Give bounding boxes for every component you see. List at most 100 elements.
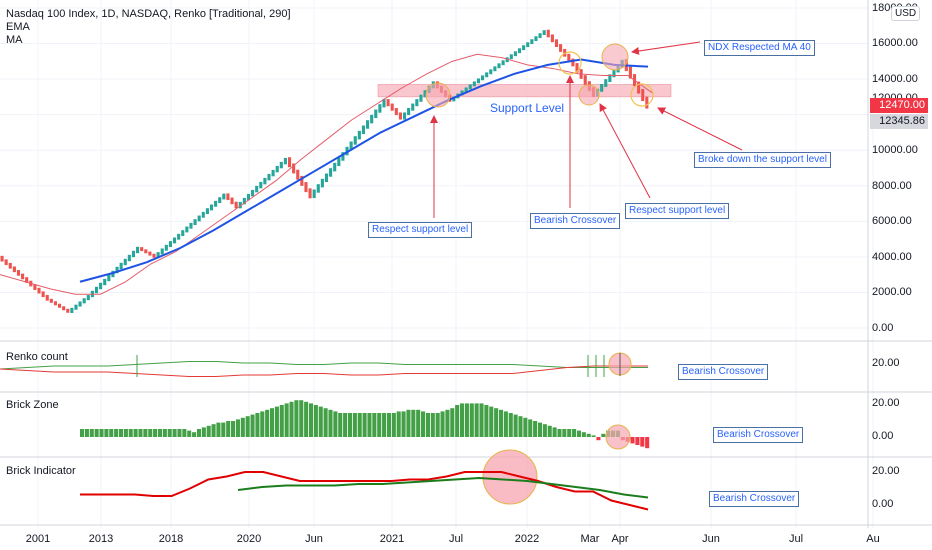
renko-up-brick — [415, 99, 419, 107]
current-price-tag: 12470.00 — [870, 98, 928, 113]
renko-down-brick — [144, 249, 148, 254]
note-renko-count-crossover: Bearish Crossover — [678, 364, 769, 380]
price-label: 10000.00 — [872, 144, 918, 156]
renko-down-brick — [0, 255, 4, 262]
renko-up-brick — [472, 81, 476, 87]
brick-zone-bar-up — [274, 406, 279, 437]
pane-title-brick-zone: Brick Zone — [6, 399, 59, 411]
brick-zone-bar-up — [172, 429, 177, 437]
note-respect-support-1: Respect support level — [368, 222, 473, 238]
ma-legend: MA — [6, 34, 23, 46]
time-label: 2018 — [158, 533, 184, 545]
renko-up-brick — [476, 78, 481, 84]
renko-up-brick — [218, 197, 222, 204]
renko-up-brick — [197, 215, 201, 222]
brick-zone-bar-down — [640, 437, 645, 447]
renko-up-brick — [604, 79, 608, 87]
renko-up-brick — [608, 74, 612, 83]
time-label: Jun — [305, 533, 323, 545]
pane-title-brick-indicator: Brick Indicator — [6, 465, 76, 477]
brick-zone-bar-up — [206, 425, 211, 437]
time-label: Au — [866, 533, 880, 545]
renko-up-brick — [201, 211, 205, 218]
renko-down-brick — [394, 108, 398, 116]
renko-up-brick — [349, 141, 353, 151]
brick-indicator-green-line — [237, 476, 649, 499]
brick-zone-bar-up — [84, 429, 89, 437]
renko-down-brick — [583, 75, 587, 85]
brick-zone-bar-up — [104, 429, 109, 437]
renko-up-brick — [267, 173, 271, 181]
brick-zone-bar-up — [450, 408, 455, 437]
renko-down-brick — [645, 96, 649, 109]
renko-up-brick — [423, 90, 427, 98]
note-respect-support-2: Respect support level — [625, 203, 730, 219]
renko-up-brick — [209, 204, 214, 211]
brick-zone-bar-up — [333, 411, 338, 437]
brick-zone-bar-up — [435, 413, 440, 437]
brick-zone-bar-up — [357, 413, 362, 437]
time-label: 2020 — [236, 533, 262, 545]
renko-up-brick — [341, 152, 345, 161]
brick-zone-bar-up — [231, 421, 236, 437]
brick-zone-bar-up — [411, 409, 416, 437]
brick-zone-bar-up — [455, 405, 460, 437]
grid — [0, 0, 932, 528]
renko-down-brick — [21, 273, 25, 280]
brick-zone-bar-up — [489, 406, 494, 437]
brick-zone-bar-up — [201, 427, 206, 437]
renko-down-brick — [62, 306, 66, 311]
chart-title: Nasdaq 100 Index, 1D, NASDAQ, Renko [Tra… — [6, 8, 291, 20]
highlight-circle — [558, 51, 582, 75]
renko-down-brick — [292, 163, 296, 174]
renko-down-brick — [49, 298, 53, 303]
brick-zone-bar-up — [372, 413, 377, 437]
brick-zone-bar-up — [89, 429, 94, 437]
brick-zone-bar-up — [240, 417, 245, 437]
brick-zone-bar-up — [382, 413, 387, 437]
secondary-price-tag: 12345.86 — [870, 114, 928, 129]
renko-down-brick — [230, 197, 234, 205]
brick-zone-bar-up — [464, 403, 469, 437]
renko-down-brick — [140, 247, 144, 252]
currency-badge[interactable]: USD — [891, 6, 921, 21]
renko-up-brick — [78, 301, 82, 307]
brick-zone-bar-up — [318, 406, 323, 437]
renko-count-down-line — [0, 365, 648, 377]
brick-zone-bar-up — [196, 429, 201, 437]
renko-up-brick — [468, 84, 472, 90]
renko-up-brick — [353, 136, 357, 145]
renko-down-brick — [571, 58, 575, 67]
renko-up-brick — [509, 54, 513, 60]
highlight-circle — [482, 449, 538, 505]
brick-zone-bar-up — [518, 416, 523, 437]
time-label: 2001 — [25, 533, 51, 545]
renko-down-brick — [152, 253, 156, 258]
renko-up-brick — [329, 168, 333, 177]
brick-zone-bar-up — [289, 401, 294, 437]
brick-zone-bar-up — [338, 413, 343, 437]
brick-zone-bar-up — [94, 429, 99, 437]
renko-up-brick — [411, 103, 415, 111]
brick-zone-bar-up — [80, 429, 85, 437]
brick-zone-bar-down — [630, 437, 635, 444]
brick-zone-bar-down — [645, 437, 650, 449]
renko-down-brick — [300, 175, 304, 186]
brick-zone-bar-up — [416, 409, 421, 437]
renko-up-brick — [542, 30, 546, 36]
brick-zone-bar-up — [498, 409, 504, 437]
brick-zone-bar-up — [114, 429, 119, 437]
highlight-circle — [425, 82, 451, 108]
brick-zone-bar-up — [99, 429, 104, 437]
renko-up-brick — [419, 94, 423, 102]
price-label: 14000.00 — [872, 73, 918, 85]
renko-down-brick — [37, 287, 41, 294]
renko-up-brick — [238, 201, 242, 209]
renko-down-brick — [57, 303, 62, 308]
brick-zone-bar-up — [440, 411, 445, 437]
renko-down-brick — [4, 259, 8, 266]
brick-zone-bar-up — [216, 422, 221, 437]
renko-up-brick — [94, 286, 99, 294]
highlight-circle — [630, 83, 654, 107]
